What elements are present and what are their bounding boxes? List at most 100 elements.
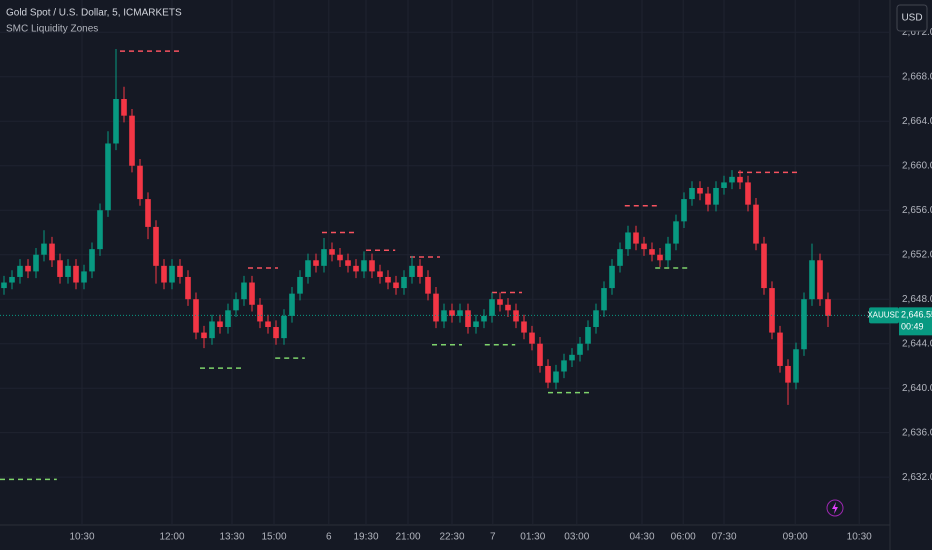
candle-body — [321, 249, 327, 266]
candle-body — [185, 276, 191, 300]
candle-body — [585, 327, 591, 344]
candle-body — [313, 260, 319, 266]
candle-body — [353, 265, 359, 272]
indicator-name[interactable]: SMC Liquidity Zones — [6, 24, 98, 35]
candle-body — [673, 221, 679, 244]
candle-body — [681, 199, 687, 222]
liquidity-zones — [0, 50, 800, 481]
x-tick-label: 10:30 — [69, 532, 94, 543]
candle-body — [761, 243, 767, 289]
candle-body — [545, 365, 551, 383]
candle-body — [177, 265, 183, 277]
candle-body — [641, 243, 647, 250]
candle-body — [721, 182, 727, 188]
candle-body — [561, 360, 567, 372]
y-tick-label: 2,632.00 — [902, 472, 932, 483]
candle-body — [753, 204, 759, 244]
candle-body — [601, 288, 607, 311]
candle-body — [489, 299, 495, 316]
candle-body — [281, 315, 287, 339]
candle-body — [17, 265, 23, 277]
candle-body — [825, 299, 831, 316]
candle-body — [361, 260, 367, 272]
y-tick-label: 2,664.00 — [902, 116, 932, 127]
candle-body — [369, 260, 375, 272]
events-bolt — [832, 502, 838, 514]
candle-body — [289, 293, 295, 316]
y-tick-label: 2,636.00 — [902, 427, 932, 438]
candle-body — [113, 98, 119, 144]
axes: 2,632.00 2,636.00 2,640.00 2,644.00 2,648.00… — [0, 27, 932, 543]
candle-body — [49, 243, 55, 261]
y-tick-label: 2,656.00 — [902, 205, 932, 216]
candle-body — [57, 260, 63, 277]
candle-body — [393, 282, 399, 289]
candle-body — [409, 265, 415, 277]
candle-body — [553, 371, 559, 383]
y-tick-label: 2,652.00 — [902, 249, 932, 260]
candle-body — [249, 282, 255, 305]
candle-body — [33, 254, 39, 272]
currency-label[interactable]: USD — [901, 13, 922, 24]
candle-body — [209, 321, 215, 339]
candle-body — [481, 315, 487, 322]
candle-body — [337, 254, 343, 261]
candle-body — [785, 365, 791, 383]
candle-body — [129, 115, 135, 166]
candle-body — [145, 199, 151, 227]
y-tick-label: 2,668.00 — [902, 71, 932, 82]
y-tick-label: 2,644.00 — [902, 338, 932, 349]
candle-body — [25, 265, 31, 272]
x-tick-label: 03:00 — [564, 532, 589, 543]
y-tick-label: 2,672.00 — [902, 27, 932, 38]
events-icon[interactable] — [826, 499, 844, 517]
candles — [1, 48, 831, 405]
candle-body — [449, 310, 455, 316]
x-tick-label: 13:30 — [219, 532, 244, 543]
candle-body — [377, 271, 383, 277]
chart-title: Gold Spot / U.S. Dollar, 5, ICMARKETS — [6, 8, 182, 19]
candle-body — [105, 143, 111, 211]
candle-body — [713, 187, 719, 205]
candle-body — [505, 304, 511, 311]
candle-body — [537, 343, 543, 366]
candle-body — [193, 299, 199, 333]
candle-body — [97, 210, 103, 250]
candle-body — [273, 327, 279, 339]
candle-body — [513, 310, 519, 322]
x-tick-label: 04:30 — [629, 532, 654, 543]
last-price-label: 2,646.55 — [901, 310, 932, 320]
x-tick-label: 12:00 — [159, 532, 184, 543]
candle-body — [633, 232, 639, 244]
candle-body — [473, 321, 479, 328]
candle-body — [777, 332, 783, 366]
currency-button[interactable] — [896, 4, 928, 32]
candle-body — [465, 310, 471, 328]
candle-body — [705, 193, 711, 205]
candle-body — [521, 321, 527, 333]
candle-body — [569, 354, 575, 361]
x-tick-label: 06:00 — [671, 532, 696, 543]
candle-body — [497, 299, 503, 305]
countdown-label: 00:49 — [901, 322, 924, 332]
candle-body — [745, 182, 751, 205]
candle-body — [617, 249, 623, 266]
candle-body — [793, 349, 799, 383]
candle-body — [9, 276, 15, 283]
x-tick-label: 6 — [326, 532, 332, 543]
candle-body — [233, 299, 239, 311]
x-tick-label: 15:00 — [261, 532, 286, 543]
x-tick-label: 07:30 — [711, 532, 736, 543]
candle-body — [241, 282, 247, 300]
candle-body — [217, 321, 223, 328]
candle-body — [225, 310, 231, 328]
candle-body — [625, 232, 631, 250]
candle-body — [593, 310, 599, 328]
candle-body — [433, 293, 439, 322]
candle-body — [809, 260, 815, 300]
candle-body — [697, 187, 703, 194]
candle-body — [65, 265, 71, 277]
candle-body — [729, 176, 735, 183]
